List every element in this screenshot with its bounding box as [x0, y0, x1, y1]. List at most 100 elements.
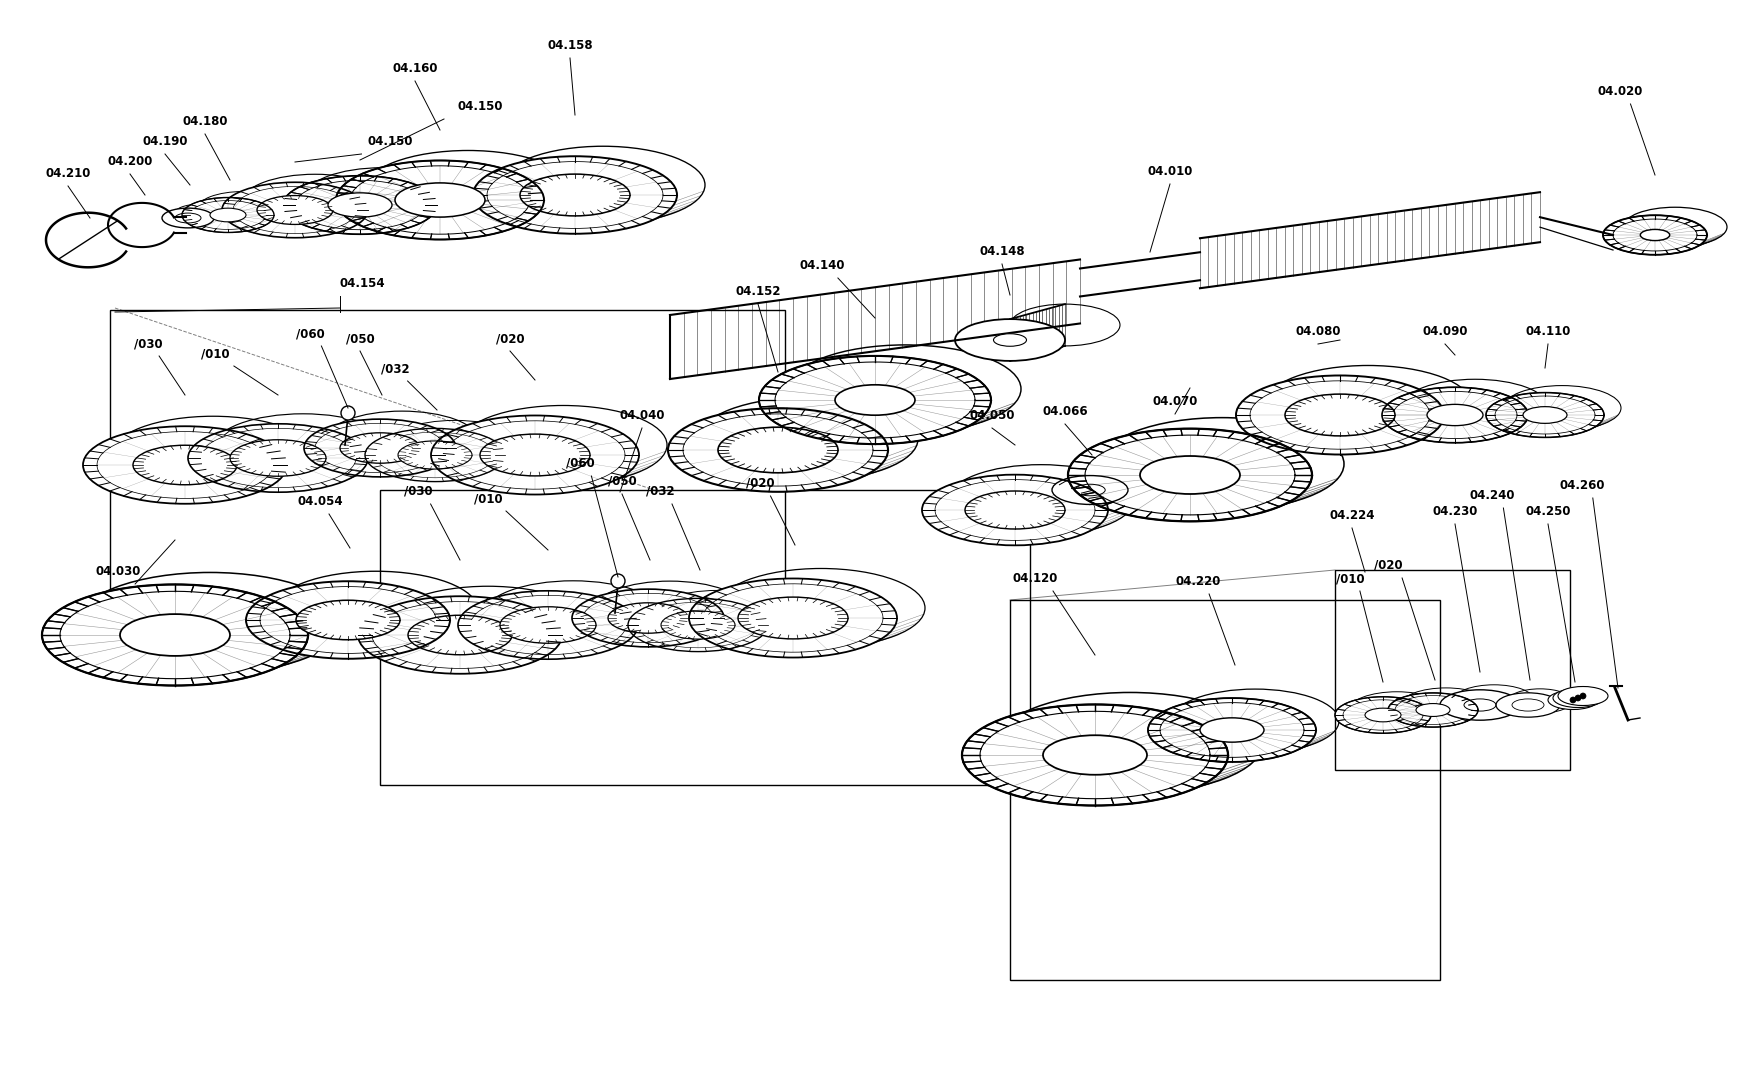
- Circle shape: [1569, 697, 1576, 703]
- Ellipse shape: [1426, 404, 1482, 426]
- Text: /060: /060: [565, 457, 595, 470]
- Text: 04.110: 04.110: [1525, 325, 1570, 338]
- Circle shape: [610, 574, 624, 588]
- Ellipse shape: [1416, 704, 1449, 717]
- Text: /032: /032: [381, 362, 409, 374]
- Text: 04.066: 04.066: [1042, 406, 1087, 418]
- Bar: [1009, 600, 1440, 980]
- Text: 04.160: 04.160: [391, 62, 438, 75]
- Ellipse shape: [480, 434, 590, 476]
- Text: 04.250: 04.250: [1525, 505, 1570, 518]
- Bar: [379, 490, 1029, 785]
- Text: /010: /010: [473, 492, 503, 505]
- Ellipse shape: [398, 441, 471, 469]
- Text: /020: /020: [496, 332, 523, 345]
- Text: 04.190: 04.190: [143, 135, 188, 148]
- Ellipse shape: [1334, 697, 1429, 733]
- Ellipse shape: [358, 596, 562, 674]
- Text: /010: /010: [1336, 572, 1363, 585]
- Text: 04.070: 04.070: [1151, 395, 1196, 408]
- Ellipse shape: [457, 591, 638, 659]
- Ellipse shape: [132, 445, 237, 485]
- Ellipse shape: [1522, 407, 1567, 424]
- Ellipse shape: [162, 209, 214, 228]
- Ellipse shape: [304, 419, 456, 477]
- Ellipse shape: [607, 602, 687, 633]
- Ellipse shape: [1285, 394, 1395, 435]
- Ellipse shape: [1640, 229, 1669, 241]
- Text: 04.080: 04.080: [1294, 325, 1341, 338]
- Ellipse shape: [42, 584, 308, 686]
- Ellipse shape: [1602, 215, 1706, 255]
- Text: /060: /060: [296, 327, 323, 340]
- Ellipse shape: [1440, 690, 1520, 720]
- Ellipse shape: [1381, 387, 1527, 443]
- Ellipse shape: [993, 334, 1026, 347]
- Ellipse shape: [1388, 693, 1476, 728]
- Ellipse shape: [283, 175, 436, 234]
- Text: 04.150: 04.150: [367, 135, 412, 148]
- Ellipse shape: [962, 704, 1228, 806]
- Ellipse shape: [329, 193, 391, 217]
- Text: /020: /020: [1372, 559, 1402, 572]
- Ellipse shape: [520, 174, 630, 216]
- Ellipse shape: [473, 156, 676, 233]
- Ellipse shape: [718, 427, 838, 473]
- Ellipse shape: [955, 319, 1064, 361]
- Ellipse shape: [223, 182, 367, 238]
- Ellipse shape: [922, 475, 1108, 546]
- Text: 04.090: 04.090: [1421, 325, 1468, 338]
- Ellipse shape: [689, 579, 897, 658]
- Ellipse shape: [661, 611, 734, 639]
- Ellipse shape: [1052, 475, 1127, 504]
- Text: 04.260: 04.260: [1558, 479, 1603, 492]
- Polygon shape: [1009, 304, 1064, 361]
- Ellipse shape: [210, 209, 245, 221]
- Ellipse shape: [188, 424, 367, 492]
- Text: 04.180: 04.180: [183, 114, 228, 128]
- Ellipse shape: [1485, 393, 1603, 438]
- Text: 04.050: 04.050: [969, 409, 1014, 422]
- Text: 04.240: 04.240: [1468, 489, 1515, 502]
- Text: 04.010: 04.010: [1146, 165, 1191, 178]
- Ellipse shape: [835, 385, 915, 415]
- Ellipse shape: [230, 440, 325, 476]
- Ellipse shape: [1548, 690, 1596, 709]
- Ellipse shape: [628, 598, 767, 652]
- Ellipse shape: [120, 614, 230, 656]
- Ellipse shape: [395, 183, 485, 217]
- Ellipse shape: [83, 426, 287, 504]
- Ellipse shape: [1200, 718, 1263, 743]
- Ellipse shape: [245, 581, 450, 659]
- Ellipse shape: [758, 356, 991, 444]
- Text: /010: /010: [200, 347, 230, 360]
- Ellipse shape: [336, 160, 544, 240]
- Text: 04.040: 04.040: [619, 409, 664, 422]
- Bar: [110, 310, 784, 600]
- Text: /030: /030: [134, 337, 162, 350]
- Ellipse shape: [965, 491, 1064, 529]
- Text: 04.148: 04.148: [979, 245, 1024, 258]
- Text: 04.220: 04.220: [1174, 575, 1221, 588]
- Ellipse shape: [737, 597, 847, 639]
- Text: 04.030: 04.030: [96, 565, 141, 578]
- Ellipse shape: [183, 198, 273, 232]
- Ellipse shape: [572, 590, 723, 647]
- Ellipse shape: [1235, 376, 1443, 455]
- Text: /050: /050: [607, 475, 636, 488]
- Ellipse shape: [668, 408, 887, 492]
- Ellipse shape: [1148, 698, 1315, 762]
- Text: 04.150: 04.150: [457, 100, 503, 113]
- Text: 04.158: 04.158: [546, 39, 593, 52]
- Circle shape: [1574, 696, 1581, 701]
- Text: 04.152: 04.152: [736, 285, 781, 299]
- Circle shape: [341, 406, 355, 421]
- Text: 04.054: 04.054: [297, 495, 343, 508]
- Ellipse shape: [257, 196, 332, 225]
- Ellipse shape: [1363, 708, 1400, 722]
- Ellipse shape: [1042, 735, 1146, 775]
- Ellipse shape: [1496, 693, 1560, 717]
- Text: 04.230: 04.230: [1431, 505, 1476, 518]
- Ellipse shape: [296, 600, 400, 640]
- Ellipse shape: [176, 213, 202, 223]
